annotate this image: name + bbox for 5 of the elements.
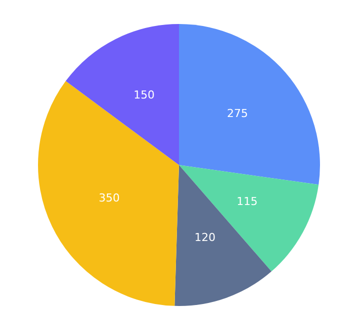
data-label: 275 xyxy=(227,106,248,120)
data-label: 120 xyxy=(194,230,216,244)
data-label: 150 xyxy=(134,88,155,102)
data-label: 350 xyxy=(98,192,120,205)
data-label: 115 xyxy=(236,194,258,208)
